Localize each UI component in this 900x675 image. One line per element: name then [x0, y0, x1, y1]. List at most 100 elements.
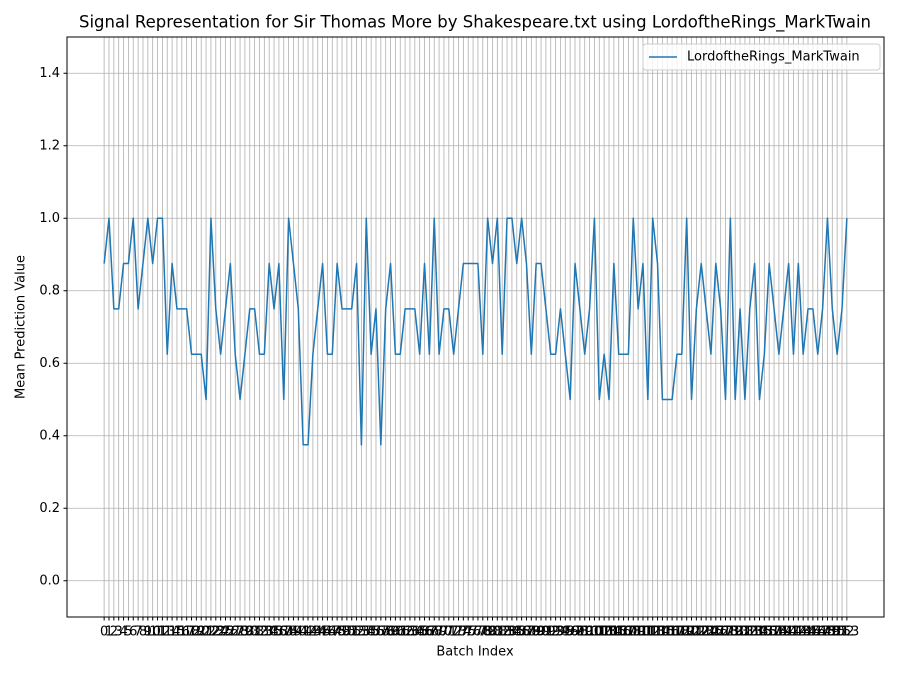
x-tick-label: 87 [518, 625, 535, 640]
x-tick-label: 61 [392, 625, 409, 640]
x-tick-label: 137 [757, 625, 782, 640]
x-tick-label: 26 [222, 625, 239, 640]
x-tick-label: 72 [445, 625, 462, 640]
x-tick-label: 3 [115, 625, 123, 640]
x-tick-label: 53 [353, 625, 370, 640]
x-tick-label: 58 [377, 625, 394, 640]
x-tick-label: 97 [567, 625, 584, 640]
x-tick-label: 140 [771, 625, 796, 640]
x-tick-label: 2 [110, 625, 118, 640]
x-tick-label: 55 [363, 625, 380, 640]
x-tick-label: 115 [650, 625, 675, 640]
x-tick-label: 77 [470, 625, 487, 640]
x-tick-label: 80 [484, 625, 501, 640]
x-tick-label: 41 [295, 625, 312, 640]
x-tick-label: 76 [465, 625, 482, 640]
x-tick-label: 116 [655, 625, 680, 640]
x-tick-label: 99 [576, 625, 593, 640]
x-tick-label: 118 [665, 625, 690, 640]
x-tick-label: 128 [713, 625, 738, 640]
x-tick-label: 126 [703, 625, 728, 640]
x-tick-label: 101 [582, 625, 607, 640]
data-line [103, 217, 848, 446]
x-tick-label: 129 [718, 625, 743, 640]
x-tick-label: 67 [421, 625, 438, 640]
x-tick-label: 31 [246, 625, 263, 640]
x-tick-label: 1 [105, 625, 113, 640]
y-tick-label: 1.2 [39, 138, 60, 153]
x-tick-label: 16 [174, 625, 191, 640]
x-tick-label: 153 [834, 625, 859, 640]
x-tick-label: 125 [699, 625, 724, 640]
y-tick-label: 1.4 [39, 66, 60, 81]
axes-frame [66, 36, 885, 618]
legend-box [642, 43, 881, 71]
x-tick-label: 100 [577, 625, 602, 640]
y-tick-label: 0.0 [39, 573, 60, 588]
x-tick-label: 37 [275, 625, 292, 640]
x-tick-label: 62 [397, 625, 414, 640]
x-tick-label: 112 [635, 625, 660, 640]
x-tick-label: 119 [669, 625, 694, 640]
x-tick-label: 110 [626, 625, 651, 640]
x-tick-label: 120 [674, 625, 699, 640]
x-tick-label: 102 [587, 625, 612, 640]
x-axis-label: Batch Index [436, 645, 514, 660]
x-tick-label: 51 [343, 625, 360, 640]
x-tick-label: 64 [407, 625, 424, 640]
x-tick-label: 139 [766, 625, 791, 640]
x-tick-label: 114 [645, 625, 670, 640]
x-tick-label: 44 [309, 625, 326, 640]
x-tick-label: 29 [237, 625, 254, 640]
x-tick-label: 117 [660, 625, 685, 640]
x-tick-label: 48 [329, 625, 346, 640]
x-tick-label: 15 [169, 625, 186, 640]
x-tick-label: 143 [786, 625, 811, 640]
x-tick-label: 32 [251, 625, 268, 640]
x-tick-label: 79 [479, 625, 496, 640]
x-tick-label: 136 [752, 625, 777, 640]
x-tick-label: 8 [139, 625, 147, 640]
x-tick-label: 49 [334, 625, 351, 640]
x-tick-label: 57 [373, 625, 390, 640]
x-tick-label: 25 [217, 625, 234, 640]
x-tick-label: 111 [631, 625, 656, 640]
x-tick-label: 18 [183, 625, 200, 640]
x-tick-label: 147 [805, 625, 830, 640]
x-tick-label: 59 [382, 625, 399, 640]
x-tick-label: 88 [523, 625, 540, 640]
x-tick-label: 7 [134, 625, 142, 640]
x-tick-label: 142 [781, 625, 806, 640]
x-tick-label: 63 [402, 625, 419, 640]
x-tick-label: 96 [562, 625, 579, 640]
x-tick-label: 150 [820, 625, 845, 640]
x-tick-label: 10 [144, 625, 161, 640]
y-tick-label: 0.6 [39, 356, 60, 371]
x-tick-label: 71 [441, 625, 458, 640]
x-tick-label: 19 [188, 625, 205, 640]
x-tick-label: 124 [694, 625, 719, 640]
x-tick-label: 12 [154, 625, 171, 640]
x-tick-label: 84 [504, 625, 521, 640]
y-tick-label: 0.8 [39, 283, 60, 298]
grid-layer [67, 37, 884, 617]
x-tick-label: 127 [708, 625, 733, 640]
x-tick-label: 33 [256, 625, 273, 640]
x-tick-label: 73 [450, 625, 467, 640]
x-tick-label: 103 [592, 625, 617, 640]
x-tick-label: 42 [300, 625, 317, 640]
x-tick-label: 86 [513, 625, 530, 640]
x-tick-label: 149 [815, 625, 840, 640]
x-tick-label: 75 [460, 625, 477, 640]
x-tick-label: 122 [684, 625, 709, 640]
x-tick-label: 43 [305, 625, 322, 640]
x-tick-label: 5 [124, 625, 132, 640]
x-tick-label: 36 [271, 625, 288, 640]
x-tick-label: 30 [241, 625, 258, 640]
x-tick-label: 89 [528, 625, 545, 640]
x-tick-label: 52 [348, 625, 365, 640]
x-tick-label: 113 [640, 625, 665, 640]
x-tick-label: 20 [193, 625, 210, 640]
legend-label: LordoftheRings_MarkTwain [687, 50, 860, 65]
